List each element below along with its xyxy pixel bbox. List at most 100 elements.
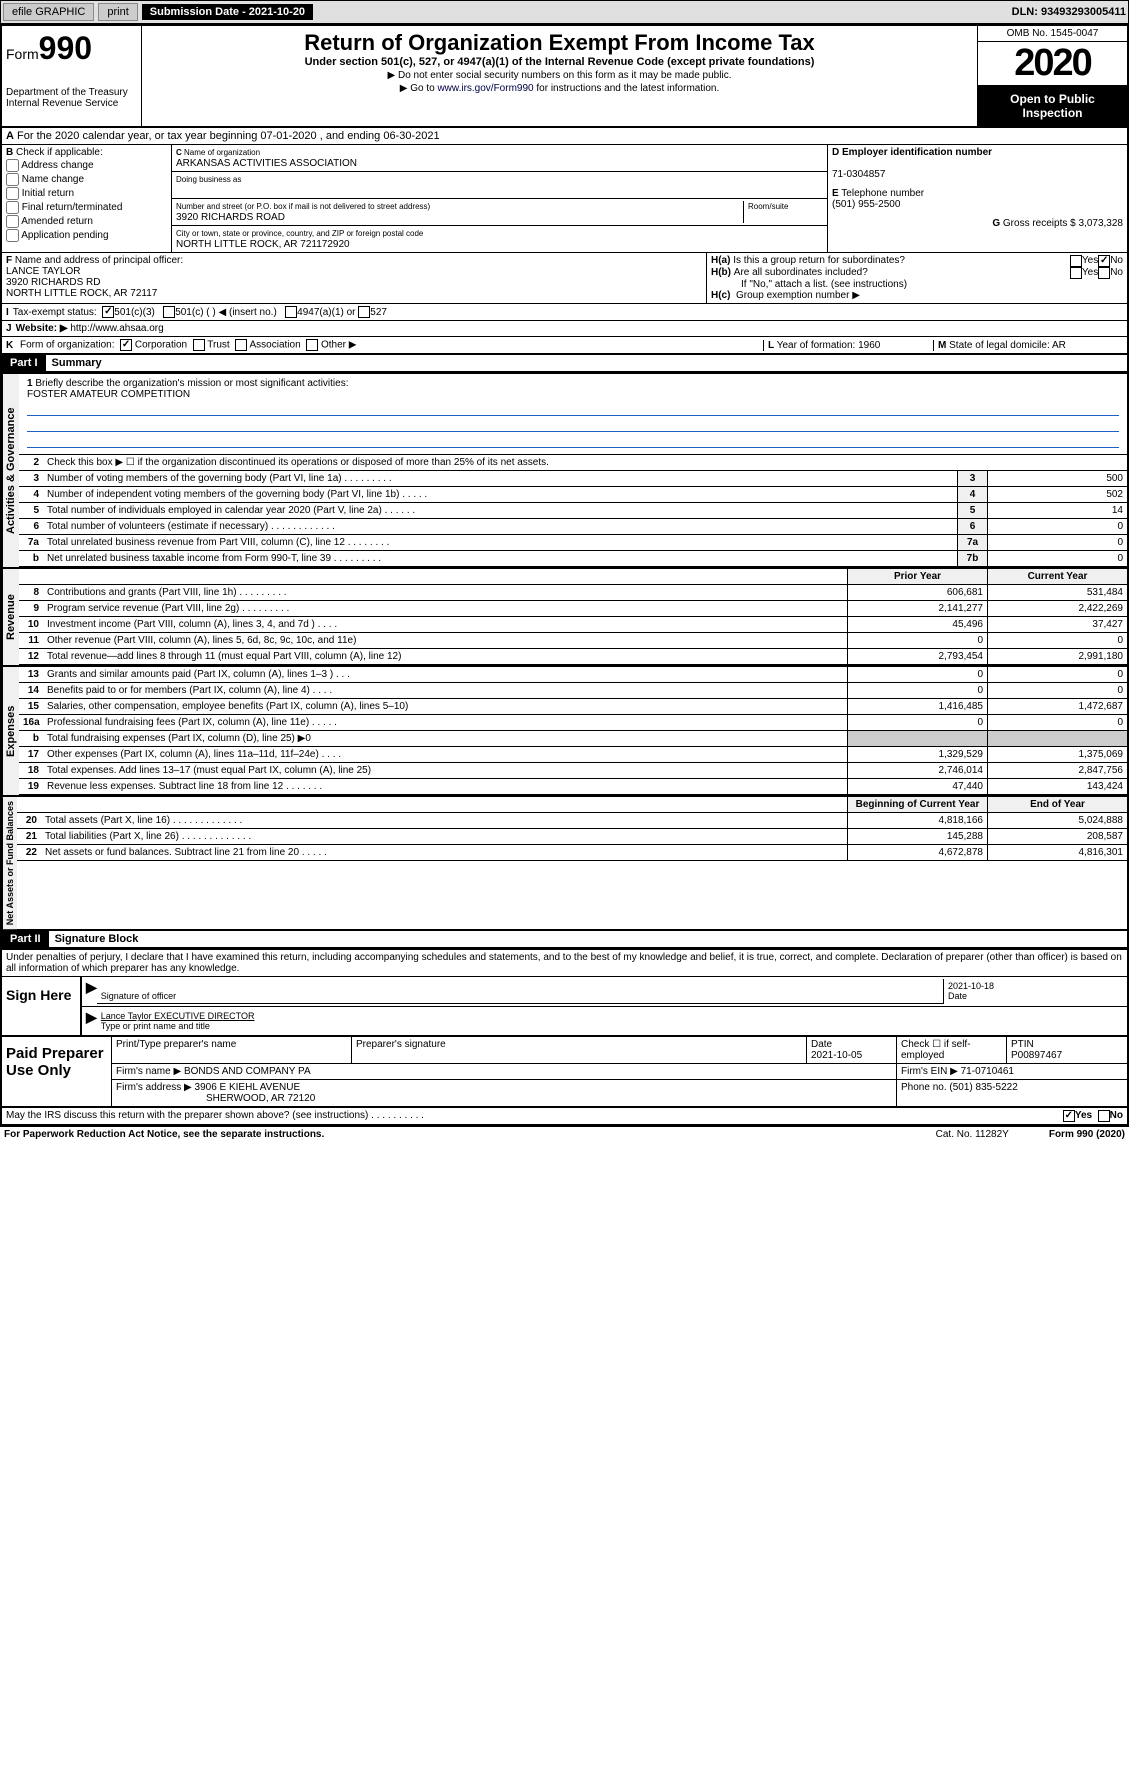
- table-row: 9Program service revenue (Part VIII, lin…: [19, 601, 1127, 617]
- chk-pending[interactable]: Application pending: [6, 229, 167, 242]
- discuss-line: May the IRS discuss this return with the…: [0, 1108, 1129, 1126]
- firm-addr: 3906 E KIEHL AVENUE: [195, 1082, 301, 1093]
- line-m: M State of legal domicile: AR: [933, 340, 1123, 351]
- prep-date: 2021-10-05: [811, 1050, 862, 1061]
- chk-amended[interactable]: Amended return: [6, 215, 167, 228]
- ptin: P00897467: [1011, 1050, 1062, 1061]
- dln: DLN: 93493293005411: [1012, 6, 1126, 18]
- line-j: J Website: ▶ http://www.ahsaa.org: [0, 321, 1129, 337]
- org-city: NORTH LITTLE ROCK, AR 721172920: [176, 239, 350, 250]
- table-row: 8Contributions and grants (Part VIII, li…: [19, 585, 1127, 601]
- org-address: 3920 RICHARDS ROAD: [176, 212, 285, 223]
- discuss-yes[interactable]: [1063, 1110, 1075, 1122]
- line-i: I Tax-exempt status: 501(c)(3) 501(c) ( …: [0, 304, 1129, 321]
- submission-date: Submission Date - 2021-10-20: [142, 4, 313, 20]
- officer-name-title: Lance Taylor EXECUTIVE DIRECTOR: [101, 1011, 255, 1021]
- firm-ein: 71-0710461: [961, 1066, 1014, 1077]
- chk-527[interactable]: [358, 306, 370, 318]
- table-row: 10Investment income (Part VIII, column (…: [19, 617, 1127, 633]
- line-a: A For the 2020 calendar year, or tax yea…: [0, 128, 1129, 145]
- dept-label: Department of the Treasury Internal Reve…: [6, 87, 137, 109]
- chk-corp[interactable]: [120, 339, 132, 351]
- table-row: 4Number of independent voting members of…: [19, 487, 1127, 503]
- top-bar: efile GRAPHIC print Submission Date - 20…: [0, 0, 1129, 24]
- sign-here-label: Sign Here: [2, 977, 82, 1035]
- gross-receipts: 3,073,328: [1079, 218, 1124, 229]
- print-btn[interactable]: print: [98, 3, 137, 21]
- table-row: 13Grants and similar amounts paid (Part …: [19, 667, 1127, 683]
- hb-yes[interactable]: [1070, 267, 1082, 279]
- table-row: 21Total liabilities (Part X, line 26) . …: [17, 829, 1127, 845]
- chk-501c3[interactable]: [102, 306, 114, 318]
- hdr-begin: Beginning of Current Year: [847, 797, 987, 812]
- line-l: L Year of formation: 1960: [763, 340, 933, 351]
- sig-date: 2021-10-18: [948, 981, 994, 991]
- form-header: Form990 Department of the Treasury Inter…: [0, 24, 1129, 128]
- table-row: 7aTotal unrelated business revenue from …: [19, 535, 1127, 551]
- section-b: B Check if applicable: Address change Na…: [2, 145, 172, 252]
- tax-year: 2020: [978, 42, 1127, 86]
- line-k: K Form of organization: Corporation Trus…: [6, 339, 763, 351]
- instructions-link[interactable]: www.irs.gov/Form990: [437, 83, 533, 94]
- ein: 71-0304857: [832, 169, 885, 180]
- open-to-public: Open to Public Inspection: [978, 86, 1127, 126]
- omb-number: OMB No. 1545-0047: [978, 26, 1127, 42]
- section-f: F Name and address of principal officer:…: [2, 253, 707, 303]
- form-subtitle: Under section 501(c), 527, or 4947(a)(1)…: [148, 56, 971, 68]
- label-governance: Activities & Governance: [2, 374, 19, 567]
- table-row: 11Other revenue (Part VIII, column (A), …: [19, 633, 1127, 649]
- org-name: ARKANSAS ACTIVITIES ASSOCIATION: [176, 158, 357, 169]
- note-ssn: ▶ Do not enter social security numbers o…: [148, 70, 971, 81]
- section-d: D Employer identification number71-03048…: [827, 145, 1127, 252]
- chk-other[interactable]: [306, 339, 318, 351]
- section-h: H(a) Is this a group return for subordin…: [707, 253, 1127, 303]
- chk-501c[interactable]: [163, 306, 175, 318]
- hdr-prior: Prior Year: [847, 569, 987, 584]
- table-row: 6Total number of volunteers (estimate if…: [19, 519, 1127, 535]
- label-expenses: Expenses: [2, 667, 19, 795]
- table-row: 19Revenue less expenses. Subtract line 1…: [19, 779, 1127, 795]
- section-c: C Name of organizationARKANSAS ACTIVITIE…: [172, 145, 827, 252]
- efile-btn[interactable]: efile GRAPHIC: [3, 3, 94, 21]
- mission-block: 1 Briefly describe the organization's mi…: [19, 374, 1127, 455]
- chk-name[interactable]: Name change: [6, 173, 167, 186]
- website-link[interactable]: http://www.ahsaa.org: [70, 323, 163, 334]
- form-title: Return of Organization Exempt From Incom…: [148, 30, 971, 56]
- chk-4947[interactable]: [285, 306, 297, 318]
- table-row: 18Total expenses. Add lines 13–17 (must …: [19, 763, 1127, 779]
- table-row: 20Total assets (Part X, line 16) . . . .…: [17, 813, 1127, 829]
- hdr-end: End of Year: [987, 797, 1127, 812]
- officer-name: LANCE TAYLOR: [6, 266, 80, 277]
- hdr-current: Current Year: [987, 569, 1127, 584]
- table-row: 14Benefits paid to or for members (Part …: [19, 683, 1127, 699]
- hb-no[interactable]: [1098, 267, 1110, 279]
- chk-final[interactable]: Final return/terminated: [6, 201, 167, 214]
- table-row: bNet unrelated business taxable income f…: [19, 551, 1127, 567]
- table-row: 16aProfessional fundraising fees (Part I…: [19, 715, 1127, 731]
- firm-name: BONDS AND COMPANY PA: [184, 1066, 311, 1077]
- table-row: 15Salaries, other compensation, employee…: [19, 699, 1127, 715]
- line-2: Check this box ▶ ☐ if the organization d…: [43, 455, 1127, 470]
- table-row: bTotal fundraising expenses (Part IX, co…: [19, 731, 1127, 747]
- part-i-header: Part ISummary: [2, 355, 1127, 372]
- footer: For Paperwork Reduction Act Notice, see …: [0, 1126, 1129, 1142]
- mission-text: FOSTER AMATEUR COMPETITION: [27, 389, 190, 400]
- self-employed[interactable]: Check ☐ if self-employed: [897, 1037, 1007, 1063]
- label-revenue: Revenue: [2, 569, 19, 665]
- table-row: 3Number of voting members of the governi…: [19, 471, 1127, 487]
- chk-assoc[interactable]: [235, 339, 247, 351]
- ha-yes[interactable]: [1070, 255, 1082, 267]
- label-netassets: Net Assets or Fund Balances: [2, 797, 17, 929]
- ha-no[interactable]: [1098, 255, 1110, 267]
- paid-preparer-label: Paid Preparer Use Only: [2, 1037, 112, 1106]
- discuss-no[interactable]: [1098, 1110, 1110, 1122]
- prep-sig-hdr: Preparer's signature: [352, 1037, 807, 1063]
- table-row: 22Net assets or fund balances. Subtract …: [17, 845, 1127, 861]
- form-number: Form990: [6, 30, 137, 67]
- phone: (501) 955-2500: [832, 199, 900, 210]
- chk-trust[interactable]: [193, 339, 205, 351]
- prep-name-hdr: Print/Type preparer's name: [112, 1037, 352, 1063]
- part-ii-header: Part IISignature Block: [2, 931, 1127, 948]
- chk-initial[interactable]: Initial return: [6, 187, 167, 200]
- chk-address[interactable]: Address change: [6, 159, 167, 172]
